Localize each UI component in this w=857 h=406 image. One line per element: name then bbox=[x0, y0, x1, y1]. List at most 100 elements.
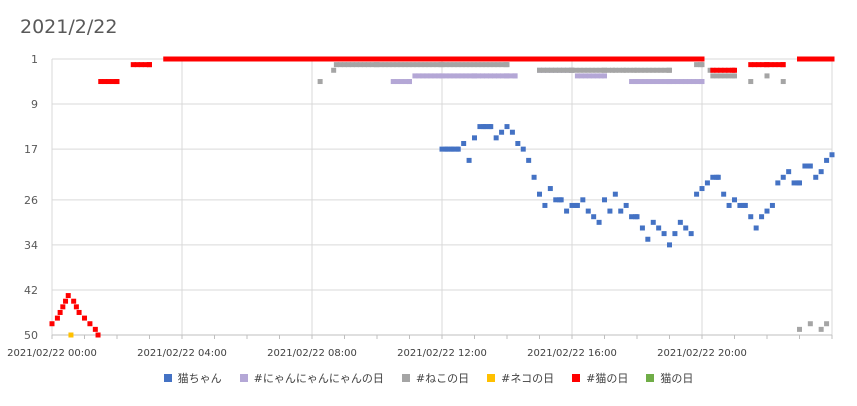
data-point bbox=[531, 56, 537, 62]
data-point bbox=[621, 56, 627, 62]
data-point bbox=[259, 56, 265, 62]
data-point bbox=[499, 56, 505, 62]
data-point bbox=[447, 62, 453, 68]
data-point bbox=[623, 67, 629, 73]
data-point bbox=[775, 180, 781, 186]
data-point bbox=[658, 67, 664, 73]
data-point bbox=[650, 67, 656, 73]
data-point bbox=[463, 73, 469, 79]
data-point bbox=[813, 174, 819, 180]
data-point bbox=[564, 208, 570, 214]
data-point bbox=[455, 146, 461, 152]
data-point bbox=[654, 79, 660, 85]
data-point bbox=[287, 56, 293, 62]
data-point bbox=[553, 197, 559, 203]
data-point bbox=[337, 62, 343, 68]
legend-item: #ネコの日 bbox=[487, 370, 554, 386]
data-point bbox=[321, 56, 327, 62]
data-point bbox=[439, 62, 445, 68]
legend-label: 猫ちゃん bbox=[177, 372, 222, 385]
data-point bbox=[385, 56, 391, 62]
data-point bbox=[606, 67, 611, 73]
data-point bbox=[667, 242, 672, 248]
data-point bbox=[610, 67, 615, 73]
data-point bbox=[467, 62, 473, 68]
data-point bbox=[426, 62, 432, 68]
data-point bbox=[658, 79, 664, 85]
data-point bbox=[677, 219, 683, 225]
data-point bbox=[471, 62, 477, 68]
data-point bbox=[398, 62, 404, 68]
data-point bbox=[409, 56, 415, 62]
y-tick-label: 9 bbox=[31, 98, 38, 111]
data-point bbox=[574, 202, 580, 208]
data-point bbox=[390, 79, 396, 85]
data-point bbox=[585, 67, 591, 73]
data-point bbox=[753, 225, 759, 231]
data-point bbox=[577, 56, 583, 62]
data-point bbox=[760, 62, 766, 68]
data-point bbox=[768, 62, 774, 68]
data-point bbox=[92, 326, 98, 332]
data-point bbox=[654, 67, 660, 73]
data-point bbox=[467, 56, 473, 62]
data-point bbox=[325, 56, 331, 62]
data-point bbox=[689, 56, 695, 62]
data-point bbox=[163, 56, 169, 62]
data-point bbox=[691, 79, 696, 85]
data-point bbox=[694, 62, 700, 68]
data-point bbox=[429, 56, 435, 62]
data-point bbox=[475, 56, 481, 62]
data-point bbox=[699, 186, 705, 192]
data-point bbox=[500, 73, 505, 79]
data-point bbox=[491, 56, 497, 62]
data-point bbox=[377, 56, 383, 62]
data-point bbox=[625, 56, 631, 62]
data-point bbox=[417, 56, 423, 62]
data-point bbox=[649, 56, 655, 62]
data-point bbox=[98, 79, 104, 85]
legend-swatch bbox=[239, 374, 248, 382]
data-point bbox=[807, 321, 813, 327]
data-point bbox=[662, 67, 668, 73]
data-point bbox=[557, 67, 562, 73]
y-tick-label: 50 bbox=[24, 329, 38, 342]
data-point bbox=[732, 197, 737, 203]
data-point bbox=[573, 56, 579, 62]
data-point bbox=[378, 62, 384, 68]
data-point bbox=[341, 56, 347, 62]
data-point bbox=[345, 62, 351, 68]
data-point bbox=[60, 304, 66, 310]
data-point bbox=[509, 129, 515, 135]
legend-label: 猫の日 bbox=[660, 372, 694, 385]
data-point bbox=[718, 67, 724, 73]
data-point bbox=[685, 56, 691, 62]
data-point bbox=[580, 197, 586, 203]
data-point bbox=[732, 67, 737, 73]
data-point bbox=[661, 56, 667, 62]
data-point bbox=[824, 321, 830, 327]
legend-item: #にゃんにゃんにゃんの日 bbox=[239, 370, 384, 386]
data-point bbox=[455, 56, 461, 62]
y-tick-label: 1 bbox=[31, 53, 38, 66]
data-point bbox=[504, 62, 510, 68]
data-point bbox=[413, 56, 419, 62]
data-point bbox=[211, 56, 217, 62]
legend-label: #ネコの日 bbox=[501, 372, 555, 385]
data-point bbox=[710, 174, 716, 180]
data-point bbox=[699, 62, 705, 68]
data-point bbox=[769, 202, 775, 208]
x-tick-label: 2021/02/22 04:00 bbox=[137, 348, 227, 359]
data-point bbox=[369, 56, 375, 62]
data-point bbox=[313, 56, 319, 62]
data-point bbox=[353, 56, 359, 62]
data-point bbox=[590, 73, 596, 79]
data-point bbox=[597, 67, 603, 73]
data-point bbox=[573, 67, 579, 73]
x-axis-ticks: 2021/02/22 00:00 2021/02/22 04:00 2021/02/… bbox=[7, 348, 747, 359]
data-point bbox=[726, 67, 732, 73]
data-point bbox=[424, 73, 430, 79]
data-point bbox=[110, 79, 116, 85]
data-point bbox=[549, 67, 554, 73]
data-point bbox=[492, 73, 497, 79]
